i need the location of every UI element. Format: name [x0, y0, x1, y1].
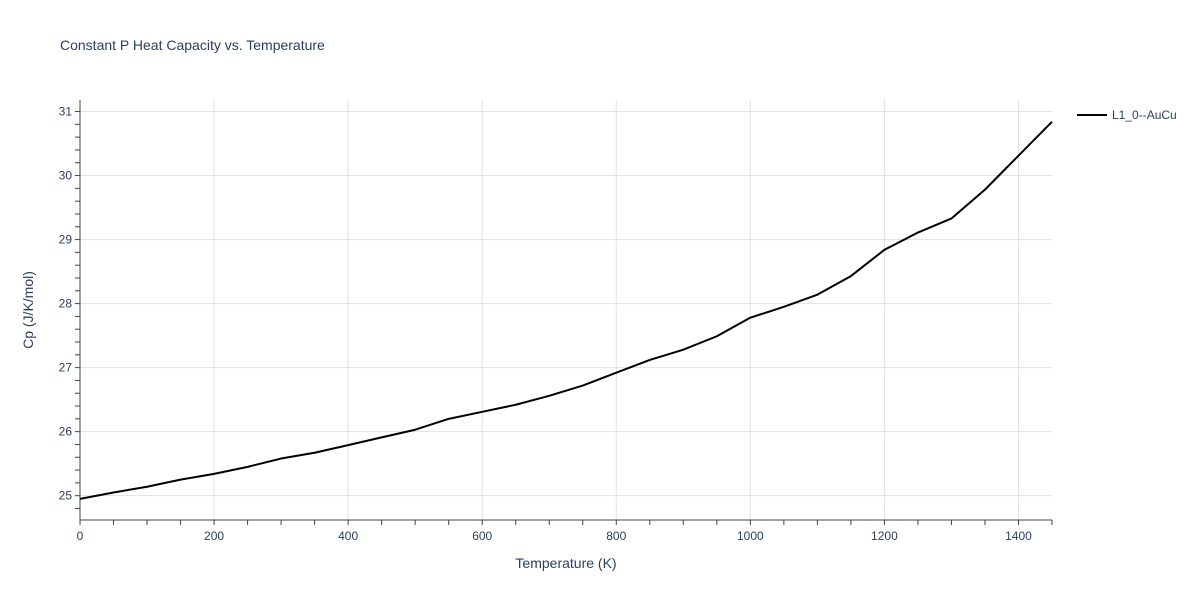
x-tick-label: 600	[472, 529, 492, 543]
x-tick-label: 200	[204, 529, 224, 543]
y-tick-label: 31	[59, 105, 73, 119]
y-tick-label: 28	[59, 297, 73, 311]
x-tick-labels: 0 200 400 600 800 1000 1200 1400	[77, 529, 1032, 543]
x-tick-label: 800	[606, 529, 626, 543]
x-tick-label: 400	[338, 529, 358, 543]
series-lines	[79, 121, 1053, 500]
y-tick-label: 25	[59, 489, 73, 503]
y-tick-label: 29	[59, 233, 73, 247]
y-tick-label: 30	[59, 169, 73, 183]
y-gridlines	[80, 111, 1052, 497]
x-tick-label: 0	[77, 529, 84, 543]
series-line	[79, 121, 1053, 500]
x-axis-title: Temperature (K)	[515, 555, 616, 571]
legend[interactable]: L1_0--AuCu	[1077, 108, 1177, 122]
y-tick-label: 27	[59, 361, 73, 375]
chart-title: Constant P Heat Capacity vs. Temperature	[60, 37, 325, 53]
y-axis-title: Cp (J/K/mol)	[20, 271, 36, 349]
x-tick-label: 1200	[871, 529, 898, 543]
y-tick-label: 26	[59, 425, 73, 439]
x-tick-label: 1000	[737, 529, 764, 543]
axes	[75, 100, 1053, 525]
legend-label: L1_0--AuCu	[1112, 108, 1177, 122]
y-tick-labels: 25 26 27 28 29 30 31	[59, 105, 73, 503]
x-tick-label: 1400	[1005, 529, 1032, 543]
x-gridlines	[213, 100, 1019, 520]
